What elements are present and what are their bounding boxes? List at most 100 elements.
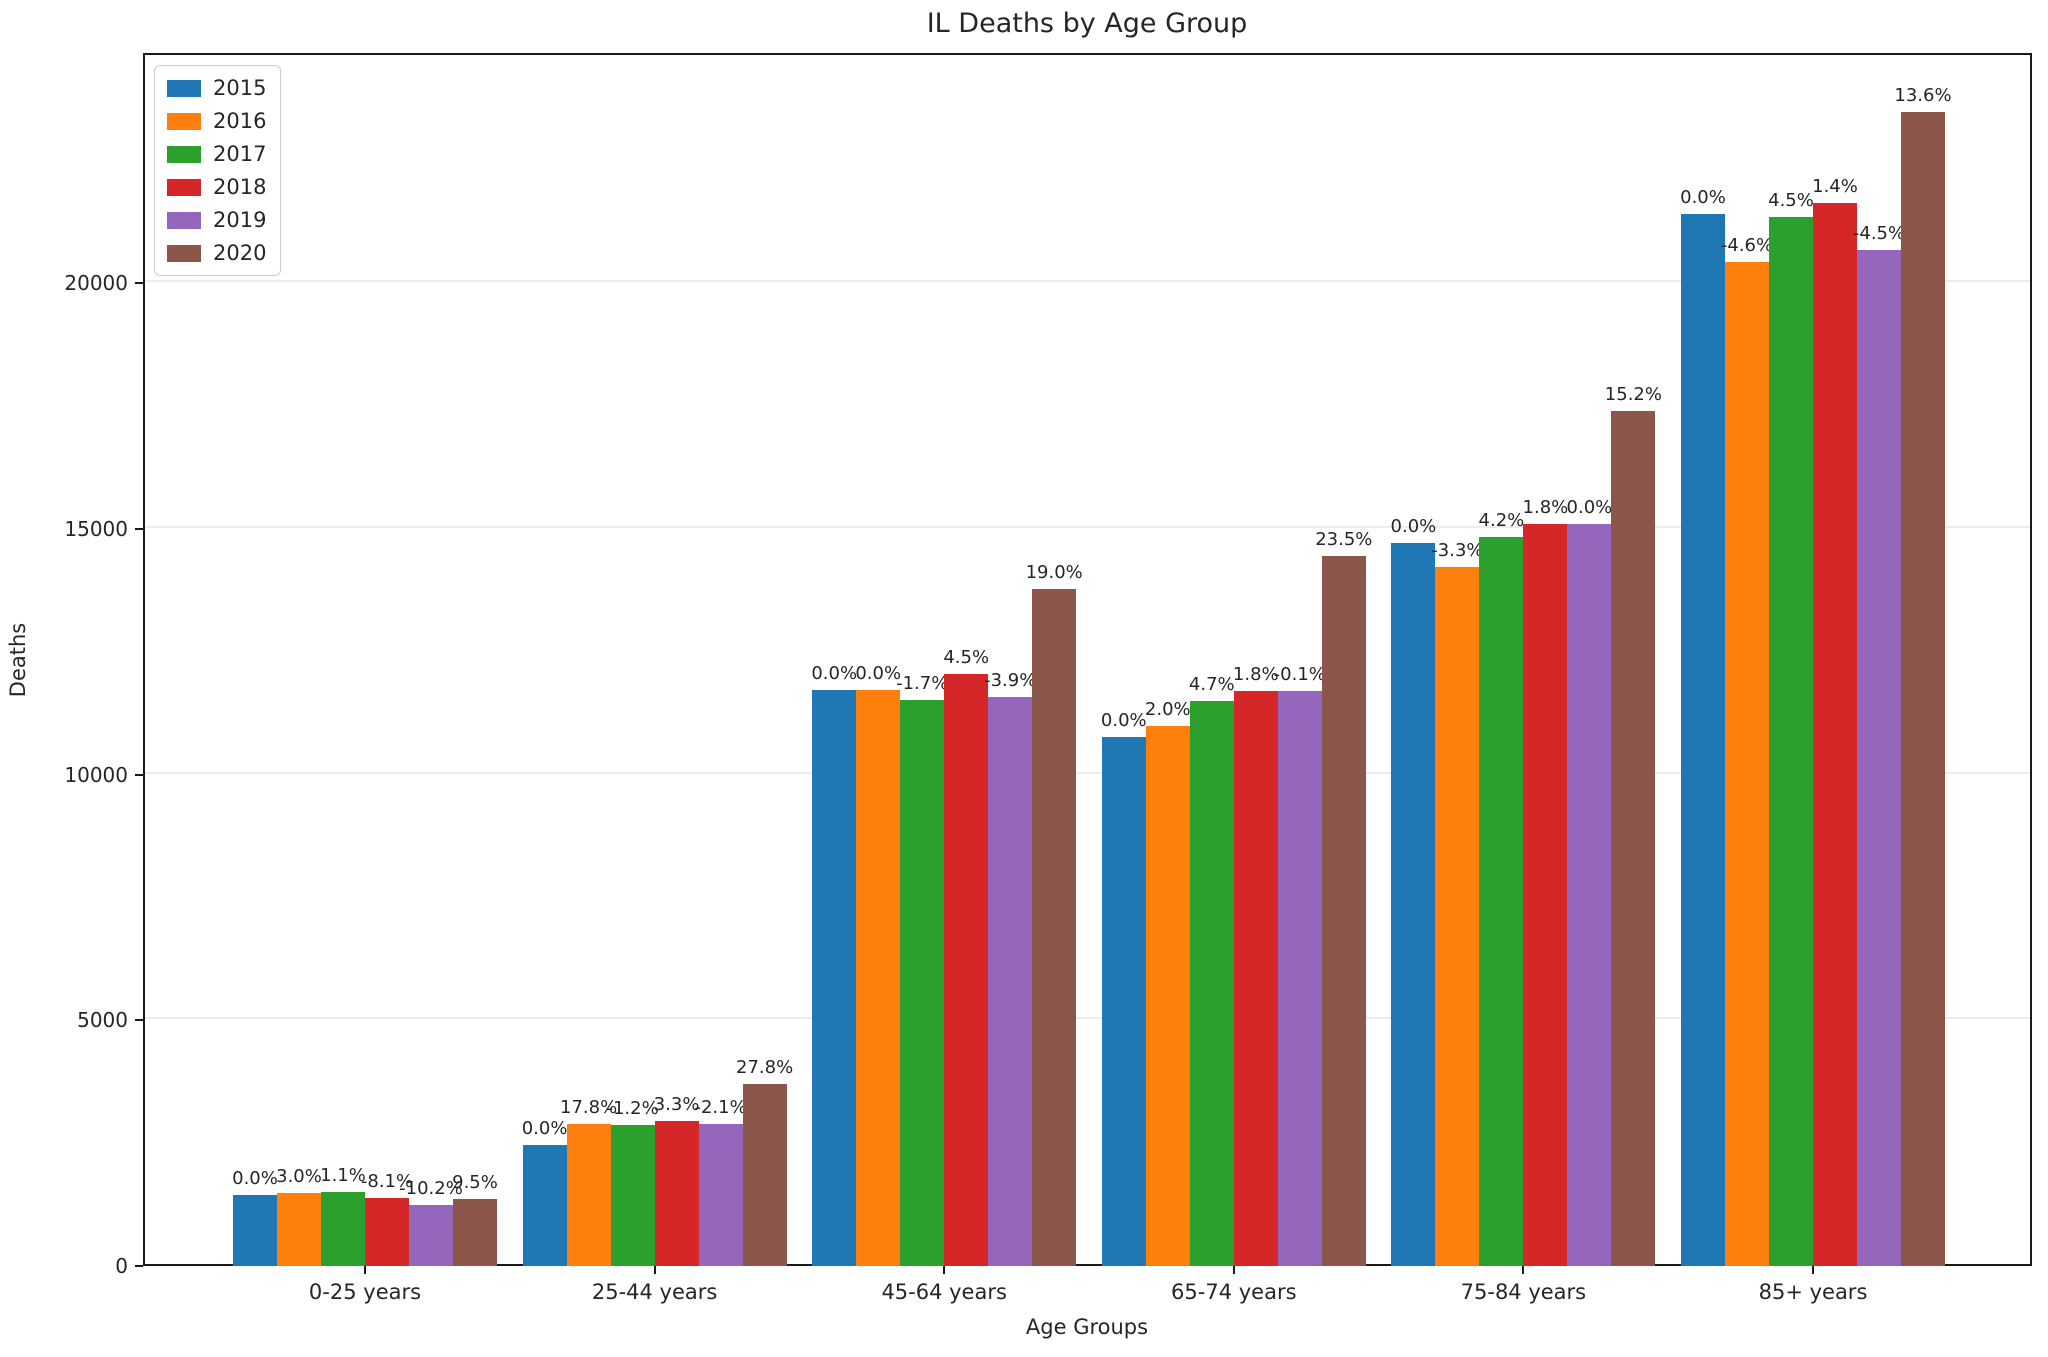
bar-2016-75-84 years bbox=[1435, 566, 1480, 1266]
bar-value-label: -8.1% bbox=[360, 1171, 414, 1193]
legend-label: 2015 bbox=[213, 76, 267, 100]
bar-2017-45-64 years bbox=[900, 699, 945, 1266]
bar-value-label: -3.3% bbox=[1431, 539, 1484, 561]
bar-value-label: 4.7% bbox=[1188, 673, 1235, 695]
bar-value-label: -3.9% bbox=[984, 670, 1037, 692]
legend-item-2020: 2020 bbox=[167, 241, 266, 265]
bar-value-label: -4.6% bbox=[1720, 235, 1774, 257]
bar-value-label: 27.8% bbox=[736, 1057, 794, 1079]
bar-value-label: 19.0% bbox=[1025, 562, 1083, 584]
y-tick-label: 15000 bbox=[64, 516, 128, 541]
bar-2019-65-74 years bbox=[1277, 691, 1322, 1266]
bar-value-label: 4.5% bbox=[1768, 190, 1814, 212]
bar-2016-65-74 years bbox=[1145, 726, 1190, 1266]
x-tick-label: 0-25 years bbox=[308, 1280, 422, 1304]
x-tick-mark bbox=[364, 1266, 366, 1274]
bar-2018-65-74 years bbox=[1233, 690, 1278, 1266]
bar-2016-85+ years bbox=[1725, 262, 1769, 1266]
bar-value-label: -0.1% bbox=[1273, 664, 1326, 686]
gridline bbox=[145, 1017, 2030, 1020]
x-tick-mark bbox=[1522, 1266, 1525, 1274]
bar-2018-75-84 years bbox=[1523, 524, 1568, 1266]
bar-2020-85+ years bbox=[1901, 112, 1945, 1266]
bar-value-label: 4.5% bbox=[943, 647, 990, 669]
bar-2017-65-74 years bbox=[1189, 700, 1234, 1266]
legend-item-2018: 2018 bbox=[167, 175, 266, 199]
bar-2015-65-74 years bbox=[1101, 736, 1146, 1266]
bar-2016-0-25 years bbox=[277, 1193, 321, 1266]
bar-value-label: -1.7% bbox=[896, 672, 949, 694]
bar-value-label: 2.0% bbox=[1144, 699, 1191, 721]
legend-item-2015: 2015 bbox=[167, 76, 266, 100]
bar-value-label: -2.1% bbox=[694, 1096, 747, 1118]
x-tick-mark bbox=[653, 1266, 656, 1274]
legend-label: 2017 bbox=[213, 142, 267, 166]
x-tick-label: 25-44 years bbox=[591, 1280, 718, 1304]
legend-swatch-icon bbox=[167, 145, 201, 163]
x-axis-label: Age Groups bbox=[1025, 1315, 1149, 1339]
y-tick-mark bbox=[135, 1019, 143, 1022]
y-tick-label: 10000 bbox=[64, 762, 128, 787]
bar-2015-75-84 years bbox=[1391, 542, 1436, 1266]
bar-value-label: -10.2% bbox=[399, 1178, 463, 1200]
legend-item-2016: 2016 bbox=[167, 109, 266, 133]
bar-value-label: -4.5% bbox=[1852, 223, 1906, 245]
bar-value-label: 17.8% bbox=[560, 1096, 618, 1118]
x-tick-label: 45-64 years bbox=[881, 1280, 1007, 1304]
legend-label: 2019 bbox=[213, 208, 267, 232]
bar-value-label: 0.0% bbox=[811, 662, 858, 684]
legend-item-2019: 2019 bbox=[167, 208, 266, 232]
bar-2016-45-64 years bbox=[856, 689, 901, 1266]
bar-2018-45-64 years bbox=[944, 674, 989, 1266]
y-tick-mark bbox=[135, 527, 143, 530]
y-tick-mark bbox=[135, 1265, 143, 1267]
legend-label: 2016 bbox=[213, 109, 267, 133]
bar-2017-25-44 years bbox=[610, 1125, 655, 1266]
bar-2015-0-25 years bbox=[233, 1195, 277, 1266]
chart-title: IL Deaths by Age Group bbox=[926, 8, 1248, 39]
legend-swatch-icon bbox=[167, 112, 201, 130]
bar-2020-65-74 years bbox=[1321, 556, 1366, 1266]
bar-value-label: 3.3% bbox=[653, 1093, 700, 1115]
bar-value-label: 0.0% bbox=[1566, 497, 1613, 519]
bar-2018-25-44 years bbox=[654, 1120, 699, 1266]
bar-value-label: 3.0% bbox=[276, 1166, 322, 1188]
bar-2015-45-64 years bbox=[812, 689, 857, 1266]
bar-value-label: 0.0% bbox=[232, 1168, 278, 1190]
bar-2020-25-44 years bbox=[742, 1084, 787, 1266]
bar-2019-0-25 years bbox=[409, 1205, 453, 1266]
x-tick-label: 75-84 years bbox=[1460, 1280, 1587, 1304]
bar-value-label: 1.8% bbox=[1522, 497, 1569, 519]
bar-2017-85+ years bbox=[1769, 217, 1813, 1266]
gridline bbox=[145, 525, 2030, 528]
bar-2020-45-64 years bbox=[1032, 589, 1077, 1266]
bar-value-label: 0.0% bbox=[1390, 515, 1437, 537]
bar-2019-45-64 years bbox=[988, 697, 1033, 1266]
legend-label: 2018 bbox=[213, 175, 267, 199]
bar-value-label: 13.6% bbox=[1894, 85, 1952, 107]
bar-2020-0-25 years bbox=[453, 1199, 497, 1266]
bar-2017-0-25 years bbox=[321, 1192, 365, 1266]
bar-2019-25-44 years bbox=[698, 1123, 743, 1266]
bar-value-label: 1.8% bbox=[1232, 663, 1279, 685]
legend-swatch-icon bbox=[167, 79, 201, 97]
legend-swatch-icon bbox=[167, 211, 201, 229]
bar-value-label: 1.1% bbox=[320, 1165, 366, 1187]
bar-2015-85+ years bbox=[1681, 214, 1725, 1266]
bar-2017-75-84 years bbox=[1479, 537, 1524, 1266]
legend-item-2017: 2017 bbox=[167, 142, 266, 166]
bar-value-label: 0.0% bbox=[855, 662, 902, 684]
y-tick-mark bbox=[135, 773, 143, 776]
y-tick-label: 20000 bbox=[64, 271, 128, 296]
x-tick-mark bbox=[1812, 1266, 1814, 1274]
legend-label: 2020 bbox=[213, 241, 267, 265]
gridline bbox=[145, 771, 2030, 774]
legend-swatch-icon bbox=[167, 244, 201, 262]
bar-2018-0-25 years bbox=[365, 1198, 409, 1266]
y-tick-mark bbox=[135, 282, 143, 285]
gridline bbox=[145, 280, 2030, 283]
bar-value-label: 4.2% bbox=[1478, 510, 1525, 532]
bar-value-label: 0.0% bbox=[1680, 187, 1726, 209]
bar-2015-25-44 years bbox=[522, 1145, 567, 1266]
